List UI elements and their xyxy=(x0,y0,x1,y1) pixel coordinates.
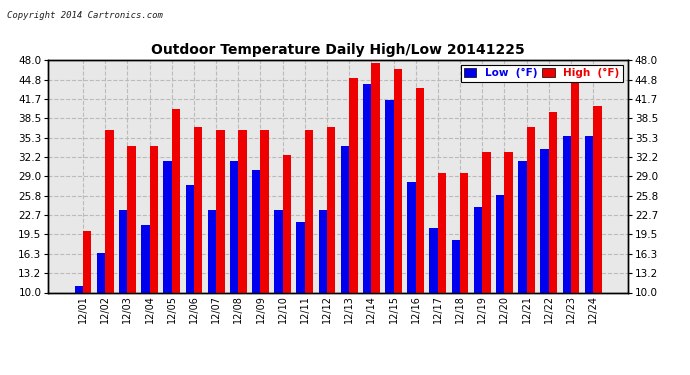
Bar xyxy=(349,78,357,292)
Bar xyxy=(496,195,504,292)
Text: Copyright 2014 Cartronics.com: Copyright 2014 Cartronics.com xyxy=(7,11,163,20)
Bar xyxy=(584,136,593,292)
Bar xyxy=(97,253,106,292)
Bar xyxy=(482,152,491,292)
Bar xyxy=(526,127,535,292)
Bar xyxy=(549,112,558,292)
Bar xyxy=(385,100,393,292)
Bar xyxy=(562,136,571,292)
Bar xyxy=(407,182,415,292)
Bar xyxy=(119,210,128,292)
Bar xyxy=(252,170,261,292)
Bar xyxy=(172,109,180,292)
Bar xyxy=(429,228,438,292)
Bar xyxy=(186,185,194,292)
Bar xyxy=(274,210,283,292)
Bar xyxy=(83,231,92,292)
Bar xyxy=(261,130,269,292)
Bar xyxy=(371,63,380,292)
Bar xyxy=(283,155,291,292)
Bar xyxy=(518,161,526,292)
Bar xyxy=(540,149,549,292)
Bar xyxy=(164,161,172,292)
Bar xyxy=(216,130,224,292)
Bar xyxy=(194,127,202,292)
Bar xyxy=(341,146,349,292)
Bar xyxy=(571,78,580,292)
Bar xyxy=(230,161,238,292)
Bar xyxy=(305,130,313,292)
Bar xyxy=(208,210,216,292)
Bar xyxy=(297,222,305,292)
Bar xyxy=(504,152,513,292)
Bar xyxy=(141,225,150,292)
Bar xyxy=(452,240,460,292)
Legend: Low  (°F), High  (°F): Low (°F), High (°F) xyxy=(461,65,622,81)
Bar xyxy=(415,87,424,292)
Bar xyxy=(75,286,83,292)
Bar xyxy=(593,106,602,292)
Bar xyxy=(438,173,446,292)
Bar xyxy=(460,173,469,292)
Title: Outdoor Temperature Daily High/Low 20141225: Outdoor Temperature Daily High/Low 20141… xyxy=(151,44,525,57)
Bar xyxy=(106,130,114,292)
Bar xyxy=(319,210,327,292)
Bar xyxy=(474,207,482,292)
Bar xyxy=(393,69,402,292)
Bar xyxy=(238,130,247,292)
Bar xyxy=(150,146,158,292)
Bar xyxy=(128,146,136,292)
Bar xyxy=(363,84,371,292)
Bar xyxy=(327,127,335,292)
